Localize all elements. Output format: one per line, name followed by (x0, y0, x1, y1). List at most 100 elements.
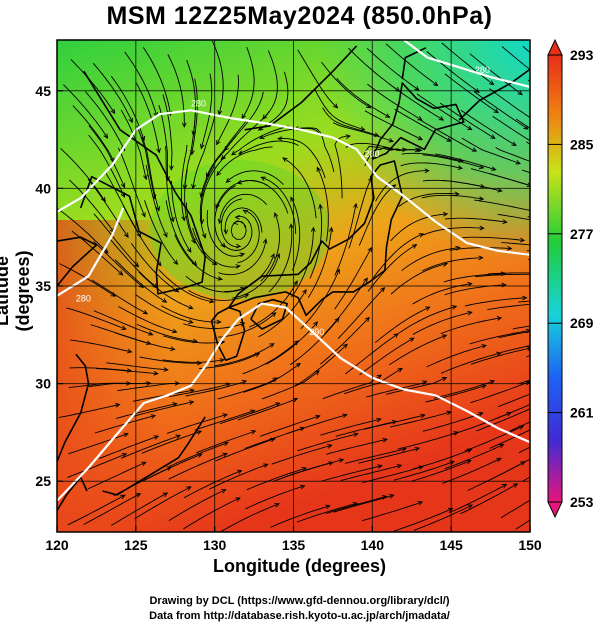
streamline (136, 125, 156, 199)
streamline-arrow (447, 507, 454, 513)
streamline (200, 156, 226, 224)
streamline-arrow (216, 319, 222, 325)
streamline-arrow (220, 242, 226, 248)
streamline (169, 442, 229, 467)
streamline (435, 153, 496, 171)
streamline-arrow (467, 281, 473, 287)
streamline (296, 502, 358, 523)
streamline (488, 458, 530, 482)
streamline (180, 144, 188, 221)
streamline (144, 200, 178, 265)
streamline (515, 118, 530, 129)
streamline-arrow (235, 264, 241, 269)
streamline-arrow (451, 305, 458, 310)
y-axis-label: Latitude (degrees) (0, 250, 33, 332)
streamline (487, 303, 530, 311)
streamline (98, 435, 159, 460)
x-axis-ticks: 120 125 130 135 140 145 150 (45, 526, 542, 553)
streamline (500, 499, 530, 519)
x-tick-label: 135 (282, 537, 306, 553)
streamline-arrow (235, 497, 241, 502)
streamline-arrow (205, 172, 211, 178)
streamline (469, 329, 530, 345)
contour-label: 280 (191, 98, 206, 108)
streamline-arrow (333, 103, 339, 109)
streamline-arrow (141, 212, 146, 218)
streamline-arrow (501, 483, 508, 489)
coastline (250, 298, 288, 330)
streamline (93, 241, 144, 288)
streamline-arrow (110, 108, 116, 115)
streamline-arrow (441, 334, 448, 339)
streamline (111, 492, 168, 526)
streamline-arrow (584, 254, 588, 258)
streamline-arrow (417, 116, 423, 121)
streamline-arrow (234, 214, 240, 220)
streamline-arrow (103, 133, 109, 139)
streamline-arrow (376, 374, 383, 380)
streamline (460, 483, 518, 515)
streamline (286, 414, 347, 435)
streamline-arrow (409, 337, 415, 343)
streamline (363, 414, 425, 430)
streamline (358, 184, 396, 246)
credit-drawing: Drawing by DCL (https://www.gfd-dennou.o… (149, 595, 450, 607)
streamline-arrow (260, 176, 266, 181)
streamline-arrow (467, 504, 474, 509)
streamline-arrow (123, 432, 129, 438)
streamline-arrow (121, 325, 127, 330)
streamline-arrow (373, 132, 380, 137)
streamline-arrow (522, 295, 528, 301)
streamline (470, 347, 530, 365)
streamline (58, 404, 120, 419)
x-tick-label: 140 (361, 537, 385, 553)
streamline (231, 125, 289, 156)
streamline (260, 212, 280, 282)
streamline-arrow (441, 377, 448, 382)
streamline-arrow (148, 331, 154, 336)
streamline (218, 239, 267, 276)
streamline (470, 381, 530, 404)
streamline-arrow (173, 259, 179, 265)
streamline (444, 73, 499, 114)
streamline-arrow (239, 321, 246, 327)
streamline (345, 448, 407, 464)
colorbar-tick-label: 253 (570, 494, 594, 510)
streamline (223, 215, 253, 251)
streamline-arrow (420, 413, 426, 419)
streamline (442, 457, 502, 484)
streamline (70, 59, 115, 114)
streamline (501, 242, 530, 246)
streamline-arrow (161, 298, 168, 303)
streamline-arrow (497, 187, 503, 193)
streamline (320, 317, 370, 365)
streamline-arrow (414, 446, 421, 452)
x-tick-label: 125 (124, 537, 148, 553)
x-tick-label: 150 (518, 537, 542, 553)
streamline (268, 224, 293, 293)
streamline (294, 127, 335, 173)
streamline-arrow (199, 192, 205, 199)
streamline (385, 43, 438, 86)
streamline (495, 147, 530, 162)
streamline (186, 60, 196, 135)
isotherm-line (403, 40, 530, 88)
streamline (68, 433, 129, 455)
streamline-arrow (425, 306, 431, 311)
streamline-arrow (295, 362, 302, 368)
streamline-arrow (511, 141, 517, 147)
streamline (271, 444, 332, 465)
streamline-arrow (489, 379, 496, 385)
streamline-arrow (156, 148, 161, 154)
streamline-arrow (496, 457, 502, 463)
streamline-arrow (457, 165, 464, 170)
credit-data: Data from http://database.rish.kyoto-u.a… (149, 610, 450, 622)
streamline-arrow (273, 212, 279, 218)
colorbar-tick-label: 261 (570, 405, 594, 421)
streamline (60, 148, 106, 202)
streamline (388, 83, 444, 121)
streamline (334, 135, 351, 199)
streamline-arrow (263, 463, 269, 468)
streamline (475, 273, 530, 278)
streamline-arrow (577, 115, 582, 119)
